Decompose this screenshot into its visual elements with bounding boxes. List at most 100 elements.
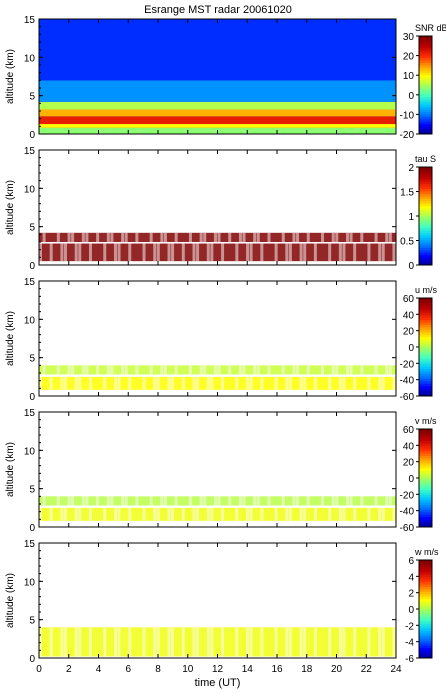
data-gap (196, 507, 200, 521)
y-tick-label: 15 (24, 277, 36, 288)
colorbar-segment (419, 650, 432, 654)
colorbar-segment (419, 465, 432, 469)
colorbar-segment (419, 492, 432, 496)
data-gap (367, 243, 371, 262)
data-gap (67, 365, 71, 375)
data-gap (296, 496, 300, 506)
colorbar-segment (419, 43, 432, 47)
y-axis-label: altitude (km) (5, 180, 16, 235)
data-gap (167, 627, 171, 657)
data-gap (49, 243, 53, 262)
data-gap (374, 365, 378, 375)
data-gap (321, 365, 325, 375)
data-gap (171, 627, 175, 657)
colorbar-segment (419, 116, 432, 120)
data-gap (256, 496, 260, 506)
colorbar-segment (419, 250, 432, 254)
data-gap (381, 376, 385, 390)
x-tick-label: 20 (331, 664, 343, 675)
data-gap (106, 232, 110, 242)
data-layer (39, 101, 396, 110)
data-gap (156, 507, 160, 521)
data-gap (267, 232, 271, 242)
colorbar-segment (419, 114, 432, 118)
data-gap (142, 376, 146, 390)
data-gap (71, 496, 75, 506)
data-gap (331, 365, 335, 375)
data-gap (321, 496, 325, 506)
colorbar-tick-label: -20 (400, 359, 415, 370)
data-gap (235, 507, 239, 521)
colorbar-segment (419, 645, 432, 649)
data-gap (39, 376, 42, 390)
colorbar-segment (419, 70, 432, 74)
colorbar-tick-label: 0 (408, 343, 414, 354)
data-gap (221, 627, 225, 657)
data-gap (213, 365, 217, 375)
data-gap (303, 376, 307, 390)
colorbar-segment (419, 589, 432, 593)
colorbar-tick-label: -10 (400, 110, 415, 121)
y-tick-label: 15 (24, 15, 36, 26)
y-tick-label: 5 (29, 616, 35, 627)
colorbar-segment (419, 193, 432, 197)
data-gap (88, 627, 92, 657)
data-gap (353, 627, 357, 657)
data-gap (121, 365, 125, 375)
colorbar-segment (419, 604, 432, 608)
data-gap (196, 243, 200, 262)
data-gap (103, 507, 107, 521)
colorbar-segment (419, 320, 432, 323)
colorbar-tick-label: -60 (400, 523, 415, 534)
data-gap (56, 365, 60, 375)
data-gap (135, 365, 139, 375)
data-gap (242, 365, 246, 375)
colorbar-segment (419, 631, 432, 634)
x-tick-label: 18 (301, 664, 313, 675)
colorbar-tick-label: 1.5 (400, 188, 414, 199)
x-tick-label: 24 (390, 664, 402, 675)
data-gap (249, 507, 253, 521)
colorbar-segment (419, 167, 432, 170)
data-gap (378, 376, 382, 390)
colorbar-segment (419, 567, 432, 571)
y-axis-label: altitude (km) (5, 573, 16, 628)
colorbar-segment (419, 524, 432, 528)
data-gap (260, 376, 264, 390)
colorbar-segment (419, 458, 432, 462)
data-gap (296, 365, 300, 375)
colorbar-segment (419, 572, 432, 576)
data-gap (374, 496, 378, 506)
data-gap (306, 232, 310, 242)
data-gap (78, 243, 82, 262)
data-gap (381, 507, 385, 521)
data-gap (306, 496, 310, 506)
colorbar-segment (419, 184, 432, 188)
x-tick-label: 12 (212, 664, 224, 675)
colorbar-segment (419, 337, 432, 341)
data-gap (188, 232, 192, 242)
y-tick-label: 0 (29, 523, 35, 534)
data-gap (71, 232, 75, 242)
data-gap (203, 496, 207, 506)
y-tick-label: 10 (24, 446, 36, 457)
colorbar-tick-label: 0.5 (400, 237, 414, 248)
data-gap (113, 243, 117, 262)
data-gap (121, 232, 125, 242)
colorbar-segment (419, 322, 432, 326)
data-gap (96, 496, 100, 506)
data-gap (274, 627, 278, 657)
data-gap (74, 243, 78, 262)
data-gap (321, 232, 325, 242)
data-gap (196, 376, 200, 390)
data-gap (338, 507, 342, 521)
data-gap (174, 365, 178, 375)
colorbar-segment (419, 223, 432, 227)
colorbar-segment (419, 92, 432, 96)
y-tick-label: 10 (24, 577, 36, 588)
data-gap (124, 232, 128, 242)
colorbar-tick-label: -40 (400, 507, 415, 518)
data-gap (124, 496, 128, 506)
colorbar-segment (419, 186, 432, 190)
